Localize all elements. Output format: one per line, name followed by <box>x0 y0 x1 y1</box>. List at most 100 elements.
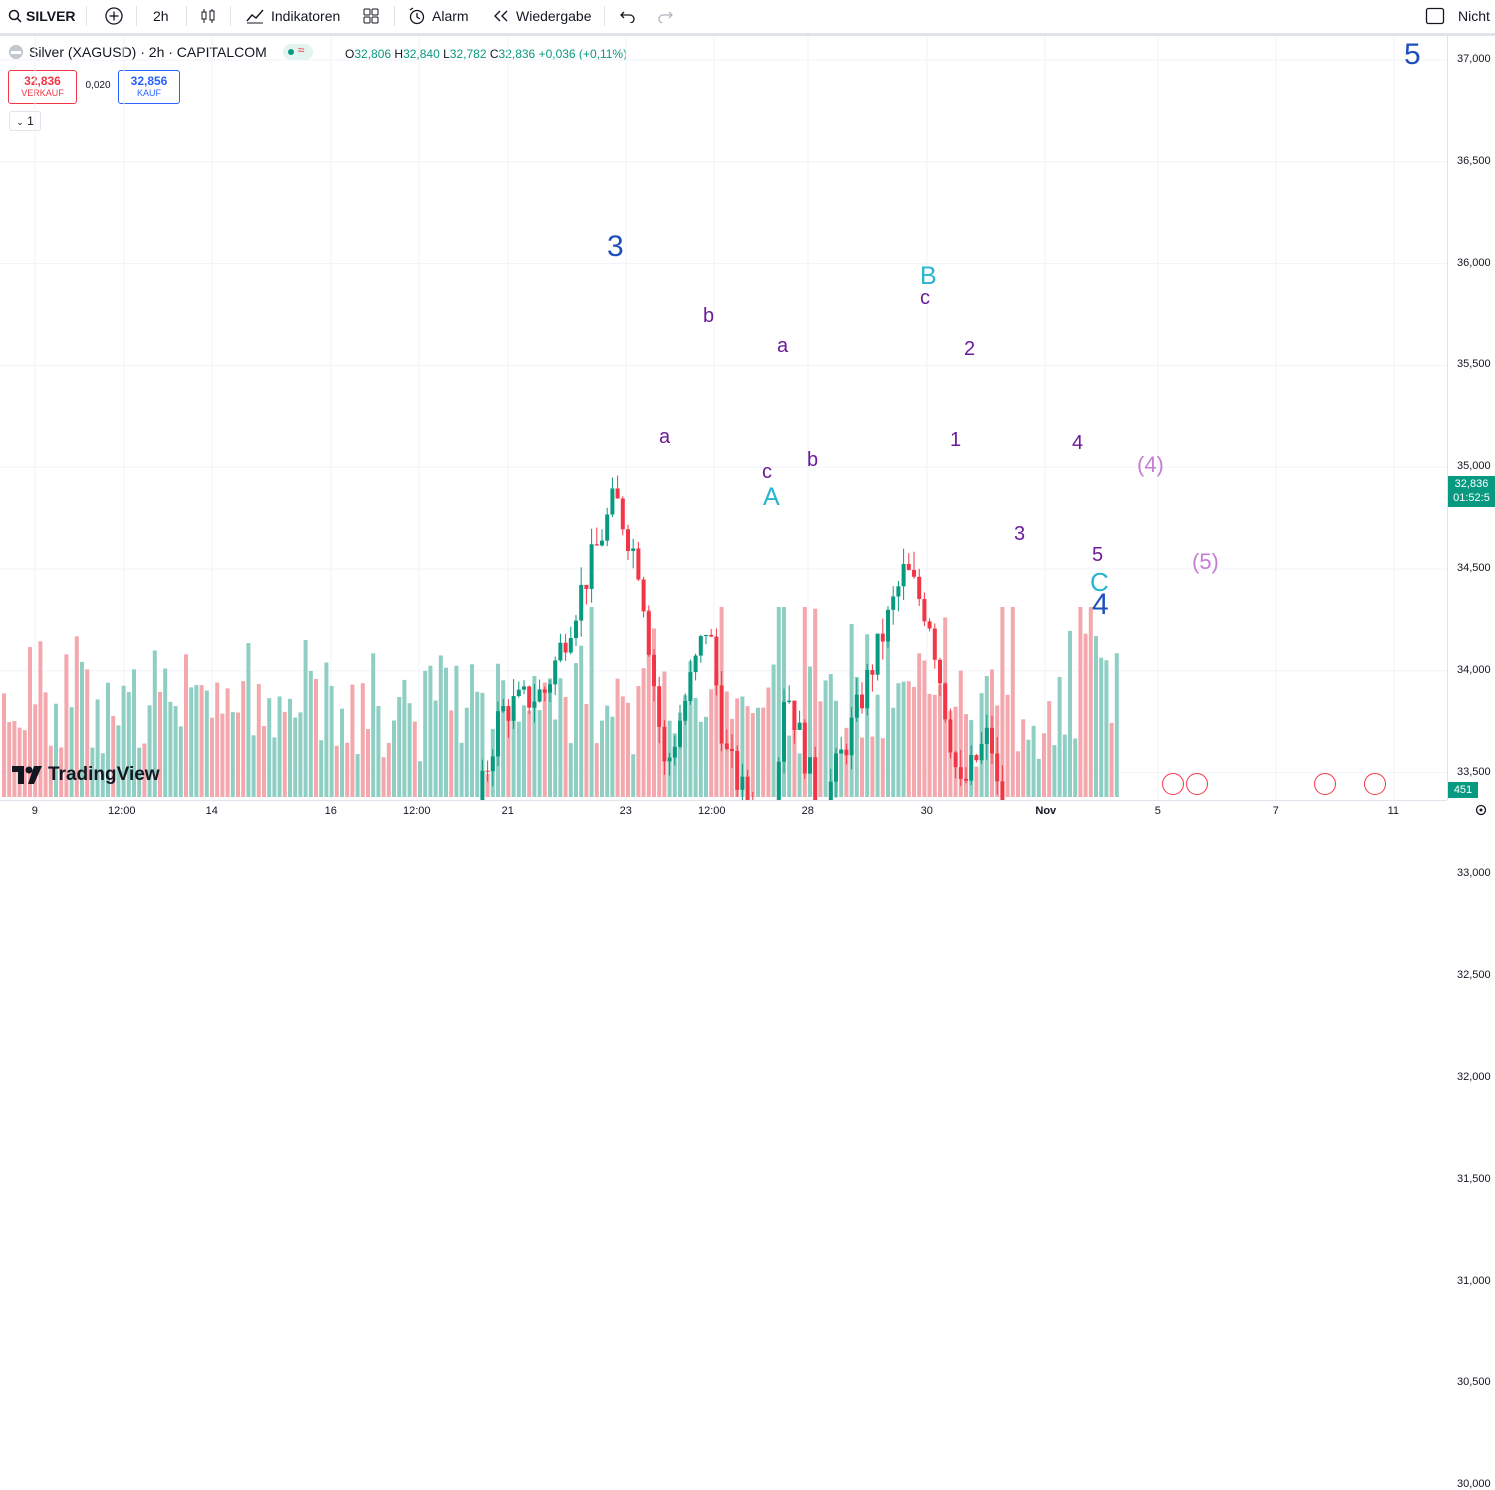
volume-bar <box>704 716 708 797</box>
candle-body <box>610 488 615 515</box>
volume-bar <box>932 694 937 797</box>
candle-body <box>730 748 734 751</box>
volume-bar <box>813 608 818 797</box>
last-price-label: 32,836 <box>1454 478 1489 490</box>
volume-bar <box>901 681 906 797</box>
layout-button[interactable] <box>362 0 380 32</box>
wave-label[interactable]: a <box>777 335 789 357</box>
compare-button[interactable] <box>104 0 124 32</box>
wave-label[interactable]: c <box>920 287 930 309</box>
wave-label[interactable]: B <box>920 262 937 290</box>
tv-logo-icon <box>12 766 42 784</box>
candle-body <box>501 706 506 712</box>
us-flag-icon[interactable] <box>1364 773 1386 795</box>
chart-type-button[interactable] <box>199 0 217 32</box>
wave-label[interactable]: b <box>807 449 819 471</box>
candle-body <box>995 753 1000 782</box>
volume-bar <box>1031 725 1036 797</box>
redo-button[interactable] <box>656 0 674 32</box>
wave-label[interactable]: 5 <box>1404 38 1421 71</box>
right-label-text: Nicht <box>1458 8 1490 24</box>
wave-label[interactable]: 3 <box>1014 523 1026 545</box>
price-axis[interactable]: 37,000 36,500 36,000 35,500 35,000 34,500 34,0… <box>1447 36 1495 1490</box>
volume-bar <box>756 707 760 797</box>
wave-label[interactable]: 5 <box>1092 544 1104 566</box>
volume-bar <box>776 607 781 797</box>
volume-bar <box>1057 676 1062 797</box>
volume-bar <box>740 696 745 797</box>
symbol-search[interactable]: SILVER <box>8 0 76 32</box>
price-chart[interactable] <box>0 0 1495 822</box>
undo-button[interactable] <box>619 0 637 32</box>
price-tick-label: 37,000 <box>1457 53 1491 65</box>
candle-body <box>683 700 688 721</box>
wave-label[interactable]: 3 <box>607 230 624 263</box>
interval-button[interactable]: 2h <box>153 0 169 32</box>
buy-button[interactable]: 32,856 KAUF <box>118 70 180 104</box>
price-tick-label: 32,000 <box>1457 1071 1491 1083</box>
right-label[interactable]: Nicht <box>1458 0 1490 32</box>
wave-label[interactable]: a <box>659 426 671 448</box>
indicators-button[interactable]: Indikatoren <box>245 0 340 32</box>
candle-body <box>662 726 667 762</box>
volume-bar <box>329 685 334 797</box>
replay-button[interactable]: Wiedergabe <box>492 0 592 32</box>
us-flag-icon[interactable] <box>1186 773 1208 795</box>
volume-bar <box>1068 630 1072 797</box>
volume-bar <box>220 713 225 797</box>
wave-label[interactable]: C <box>1090 567 1109 597</box>
wave-label[interactable]: 2 <box>964 338 976 360</box>
wave-label[interactable]: (5) <box>1192 549 1219 574</box>
volume-bar <box>875 694 880 797</box>
candle-body <box>672 746 677 758</box>
volume-bar <box>854 676 859 797</box>
volume-bar <box>412 721 417 797</box>
candle-body <box>693 655 698 673</box>
volume-bar <box>293 717 298 797</box>
volume-bar <box>787 735 792 797</box>
volume-bar <box>407 703 412 797</box>
wave-label[interactable]: 4 <box>1072 432 1084 454</box>
candle-body <box>615 488 620 499</box>
volume-bar <box>288 698 292 797</box>
candle-body <box>984 727 989 744</box>
wave-label[interactable]: A <box>763 483 780 511</box>
price-tick-label: 32,500 <box>1457 969 1491 982</box>
us-flag-icon[interactable] <box>1162 773 1184 795</box>
candle-body <box>574 620 578 639</box>
candle-body <box>516 689 521 697</box>
pane-collapse-button[interactable]: ⌄ 1 <box>9 111 41 131</box>
volume-bar <box>1042 733 1046 797</box>
volume-bar <box>241 681 246 797</box>
candle-body <box>870 670 875 675</box>
settings-button[interactable] <box>1474 803 1488 822</box>
volume-bar <box>891 707 896 797</box>
tradingview-logo[interactable]: TradingView <box>12 764 160 786</box>
wave-label[interactable]: 4 <box>1092 588 1109 621</box>
us-flag-icon[interactable] <box>1314 773 1336 795</box>
candle-body <box>854 694 859 718</box>
volume-bar <box>230 712 235 797</box>
wave-label[interactable]: b <box>703 305 715 327</box>
change-value: +0,036 (+0,11%) <box>538 47 628 61</box>
wave-label[interactable]: (4) <box>1137 452 1164 477</box>
candle-body <box>600 540 604 546</box>
symbol-title[interactable]: Silver (XAGUSD) · 2h · CAPITALCOM <box>29 44 267 60</box>
candles-icon <box>201 9 215 23</box>
wave-label[interactable]: 1 <box>950 429 962 451</box>
wave-label[interactable]: c <box>762 461 772 483</box>
candle-body <box>657 686 662 727</box>
low-label: L <box>443 47 450 61</box>
time-axis[interactable]: 9 12:00 14 16 12:00 21 23 12:00 28 30 Nov 5 7 11 <box>0 800 1447 823</box>
candle-body <box>875 633 880 675</box>
candle-body <box>948 719 953 753</box>
volume-bar <box>1052 745 1057 797</box>
divider <box>86 6 87 26</box>
fullscreen-button[interactable] <box>1425 0 1445 32</box>
ohlc-values: O32,806 H32,840 L32,782 C32,836 +0,036 (… <box>345 47 627 61</box>
sell-button[interactable]: 32,836 VERKAUF <box>8 70 77 104</box>
time-tick-label: 21 <box>501 805 514 817</box>
price-tick-label: 30,500 <box>1457 1376 1491 1389</box>
volume-bar <box>631 754 636 797</box>
alert-button[interactable]: Alarm <box>407 0 469 32</box>
